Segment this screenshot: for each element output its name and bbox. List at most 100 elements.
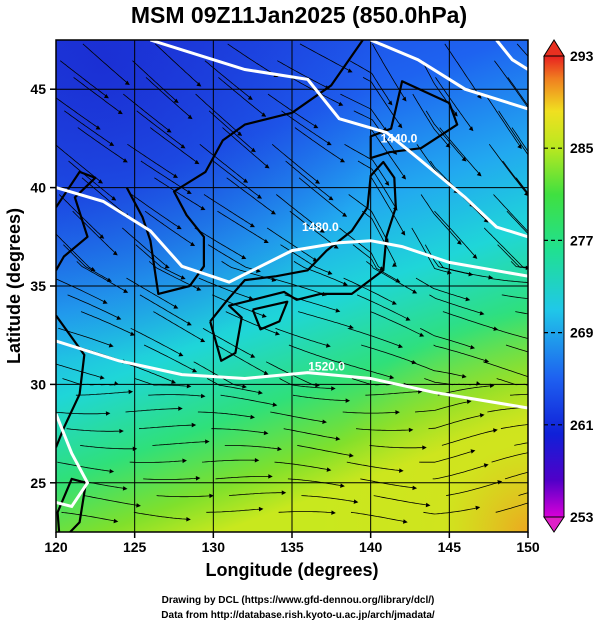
streamline-arrow [275,331,280,336]
streamline [61,511,117,522]
chart-title: MSM 09Z11Jan2025 (850.0hPa) [131,2,467,28]
streamline [194,227,245,259]
streamline-arrow [108,343,114,348]
streamline [352,244,399,282]
streamline-arrow [263,238,269,244]
streamline-arrow [328,195,334,201]
streamline-arrow [466,399,472,404]
contour-line [56,339,528,410]
streamline-arrow [200,206,206,211]
streamline-arrow [250,353,256,358]
streamline [224,444,280,450]
streamline [220,394,276,406]
coastline [209,160,397,362]
streamline [356,294,409,320]
streamline-arrow [258,506,264,512]
streamline [344,143,389,184]
streamline-arrow [200,393,206,399]
streamline-arrow [186,189,192,194]
streamline [155,43,200,86]
contour-line [56,186,528,284]
streamline [289,210,337,248]
coastline [56,477,88,532]
streamline-arrow [391,300,397,305]
y-axis-label: Latitude (degrees) [4,208,24,364]
streamline-arrow [484,358,490,363]
coastline [125,40,364,295]
streamline [420,194,461,244]
streamline-arrow [493,428,498,433]
x-tick-label: 140 [359,539,383,555]
streamline [498,110,528,156]
streamline-arrow [488,275,494,280]
streamline-arrow [347,68,353,73]
streamline [338,361,393,378]
streamline-arrow [99,234,105,239]
x-tick-label: 130 [202,539,226,555]
streamline-arrow [105,411,111,416]
streamline [301,495,357,503]
streamline-arrow [456,240,462,245]
streamline [56,363,103,379]
streamline [149,127,198,164]
streamline [348,194,388,242]
colorbar: 253 261 269 277 285 293 [543,39,594,533]
streamline-arrow [399,468,404,473]
streamline-arrow [476,171,482,177]
streamline [419,327,474,348]
streamline [353,110,396,154]
streamline-arrow [412,485,418,491]
streamline-arrow [534,377,539,381]
streamline [414,401,470,413]
streamline [494,60,528,109]
streamline [134,378,190,387]
streamline-arrow [340,483,345,488]
streamline-arrow [461,373,467,379]
streamline [429,294,483,314]
colorbar-tick-label: 277 [570,232,594,248]
streamline-arrow [205,439,210,444]
streamline [77,127,127,162]
streamline [500,424,528,430]
streamline-arrow [95,125,101,130]
streamline-arrow [176,225,182,230]
streamline [497,244,528,269]
streamline [135,244,184,279]
streamline [143,344,196,372]
streamline [129,460,185,463]
streamline-arrow [257,194,263,199]
streamline-arrow [194,159,200,165]
streamline-arrow [402,519,408,524]
streamline [287,478,343,487]
streamline-arrow [348,324,354,330]
colorbar-ticks: 253 261 269 277 285 293 [544,48,594,525]
streamline [148,394,204,397]
streamline [343,277,395,304]
streamline [285,160,332,200]
streamline-arrow [483,218,489,223]
streamline [283,428,339,440]
y-axis-ticks: 25 30 35 40 45 [30,81,56,491]
contour-line [370,40,528,111]
streamline [56,144,102,183]
streamline-arrow [397,123,403,129]
streamline [276,194,324,232]
streamline [153,311,204,342]
streamline [136,110,184,148]
streamline-arrow [395,278,401,283]
streamline-arrow [128,389,134,395]
streamline-arrow [171,379,177,384]
colorbar-tick-label: 253 [570,509,594,525]
streamline [228,492,284,496]
streamline-arrow [119,428,124,434]
streamline-arrow [112,250,118,256]
streamline [514,442,528,446]
streamline-arrow [196,82,202,87]
streamline-arrow [190,241,196,246]
streamline-arrow [475,505,481,511]
streamline [139,294,191,325]
streamline-arrow [395,410,400,415]
streamline-arrow [567,436,572,441]
streamline-arrow [497,480,503,485]
streamline [425,110,466,160]
